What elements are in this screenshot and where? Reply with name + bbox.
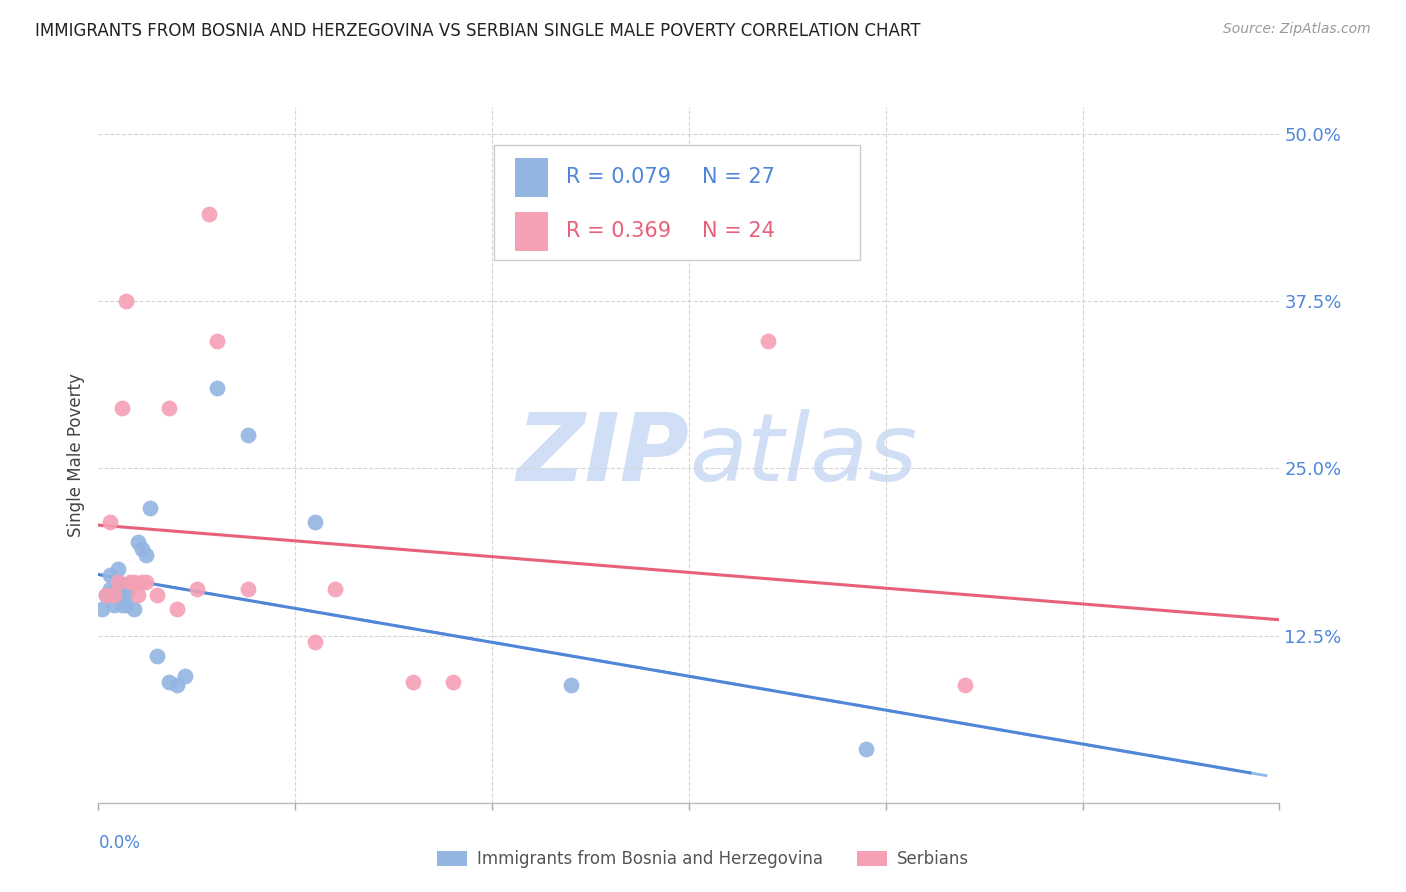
FancyBboxPatch shape — [516, 212, 548, 251]
Point — [111, 598, 134, 612]
Legend: Immigrants from Bosnia and Herzegovina, Serbians: Immigrants from Bosnia and Herzegovina, … — [430, 844, 976, 875]
Point — [115, 589, 138, 603]
Point — [98, 568, 121, 582]
Point — [131, 541, 153, 556]
Point — [98, 515, 121, 529]
Y-axis label: Single Male Poverty: Single Male Poverty — [67, 373, 86, 537]
Point — [304, 635, 326, 649]
Text: N = 27: N = 27 — [702, 168, 775, 187]
Point — [138, 501, 160, 516]
Point — [953, 678, 976, 692]
Point — [174, 669, 197, 683]
Point — [98, 582, 121, 596]
Point — [166, 602, 188, 616]
Point — [197, 207, 219, 221]
Point — [402, 675, 425, 690]
Point — [236, 428, 259, 442]
Point — [115, 598, 138, 612]
Point — [166, 678, 188, 692]
Point — [135, 548, 157, 563]
Point — [91, 602, 114, 616]
Point — [157, 675, 180, 690]
Point — [118, 575, 141, 590]
Point — [107, 562, 129, 576]
Point — [127, 589, 149, 603]
Point — [205, 381, 228, 395]
Point — [146, 648, 169, 663]
Point — [304, 515, 326, 529]
Point — [96, 589, 118, 603]
Point — [756, 334, 779, 349]
Point — [205, 334, 228, 349]
Point — [236, 582, 259, 596]
Point — [115, 294, 138, 309]
Point — [103, 598, 125, 612]
Point — [122, 575, 145, 590]
Text: R = 0.079: R = 0.079 — [567, 168, 671, 187]
Point — [96, 589, 118, 603]
Point — [107, 575, 129, 590]
Point — [131, 575, 153, 590]
Point — [107, 575, 129, 590]
Text: N = 24: N = 24 — [702, 221, 775, 242]
Text: ZIP: ZIP — [516, 409, 689, 501]
Point — [127, 535, 149, 549]
Text: atlas: atlas — [689, 409, 917, 500]
Point — [135, 575, 157, 590]
Text: Source: ZipAtlas.com: Source: ZipAtlas.com — [1223, 22, 1371, 37]
Point — [103, 584, 125, 599]
Point — [560, 678, 582, 692]
Point — [855, 742, 877, 756]
Point — [103, 589, 125, 603]
Text: IMMIGRANTS FROM BOSNIA AND HERZEGOVINA VS SERBIAN SINGLE MALE POVERTY CORRELATIO: IMMIGRANTS FROM BOSNIA AND HERZEGOVINA V… — [35, 22, 921, 40]
Point — [157, 401, 180, 416]
Text: 0.0%: 0.0% — [98, 834, 141, 852]
Point — [146, 589, 169, 603]
Point — [441, 675, 464, 690]
FancyBboxPatch shape — [494, 145, 860, 260]
Point — [122, 602, 145, 616]
FancyBboxPatch shape — [516, 158, 548, 196]
Point — [323, 582, 346, 596]
Point — [118, 582, 141, 596]
Point — [111, 401, 134, 416]
Point — [186, 582, 208, 596]
Point — [111, 582, 134, 596]
Text: R = 0.369: R = 0.369 — [567, 221, 671, 242]
